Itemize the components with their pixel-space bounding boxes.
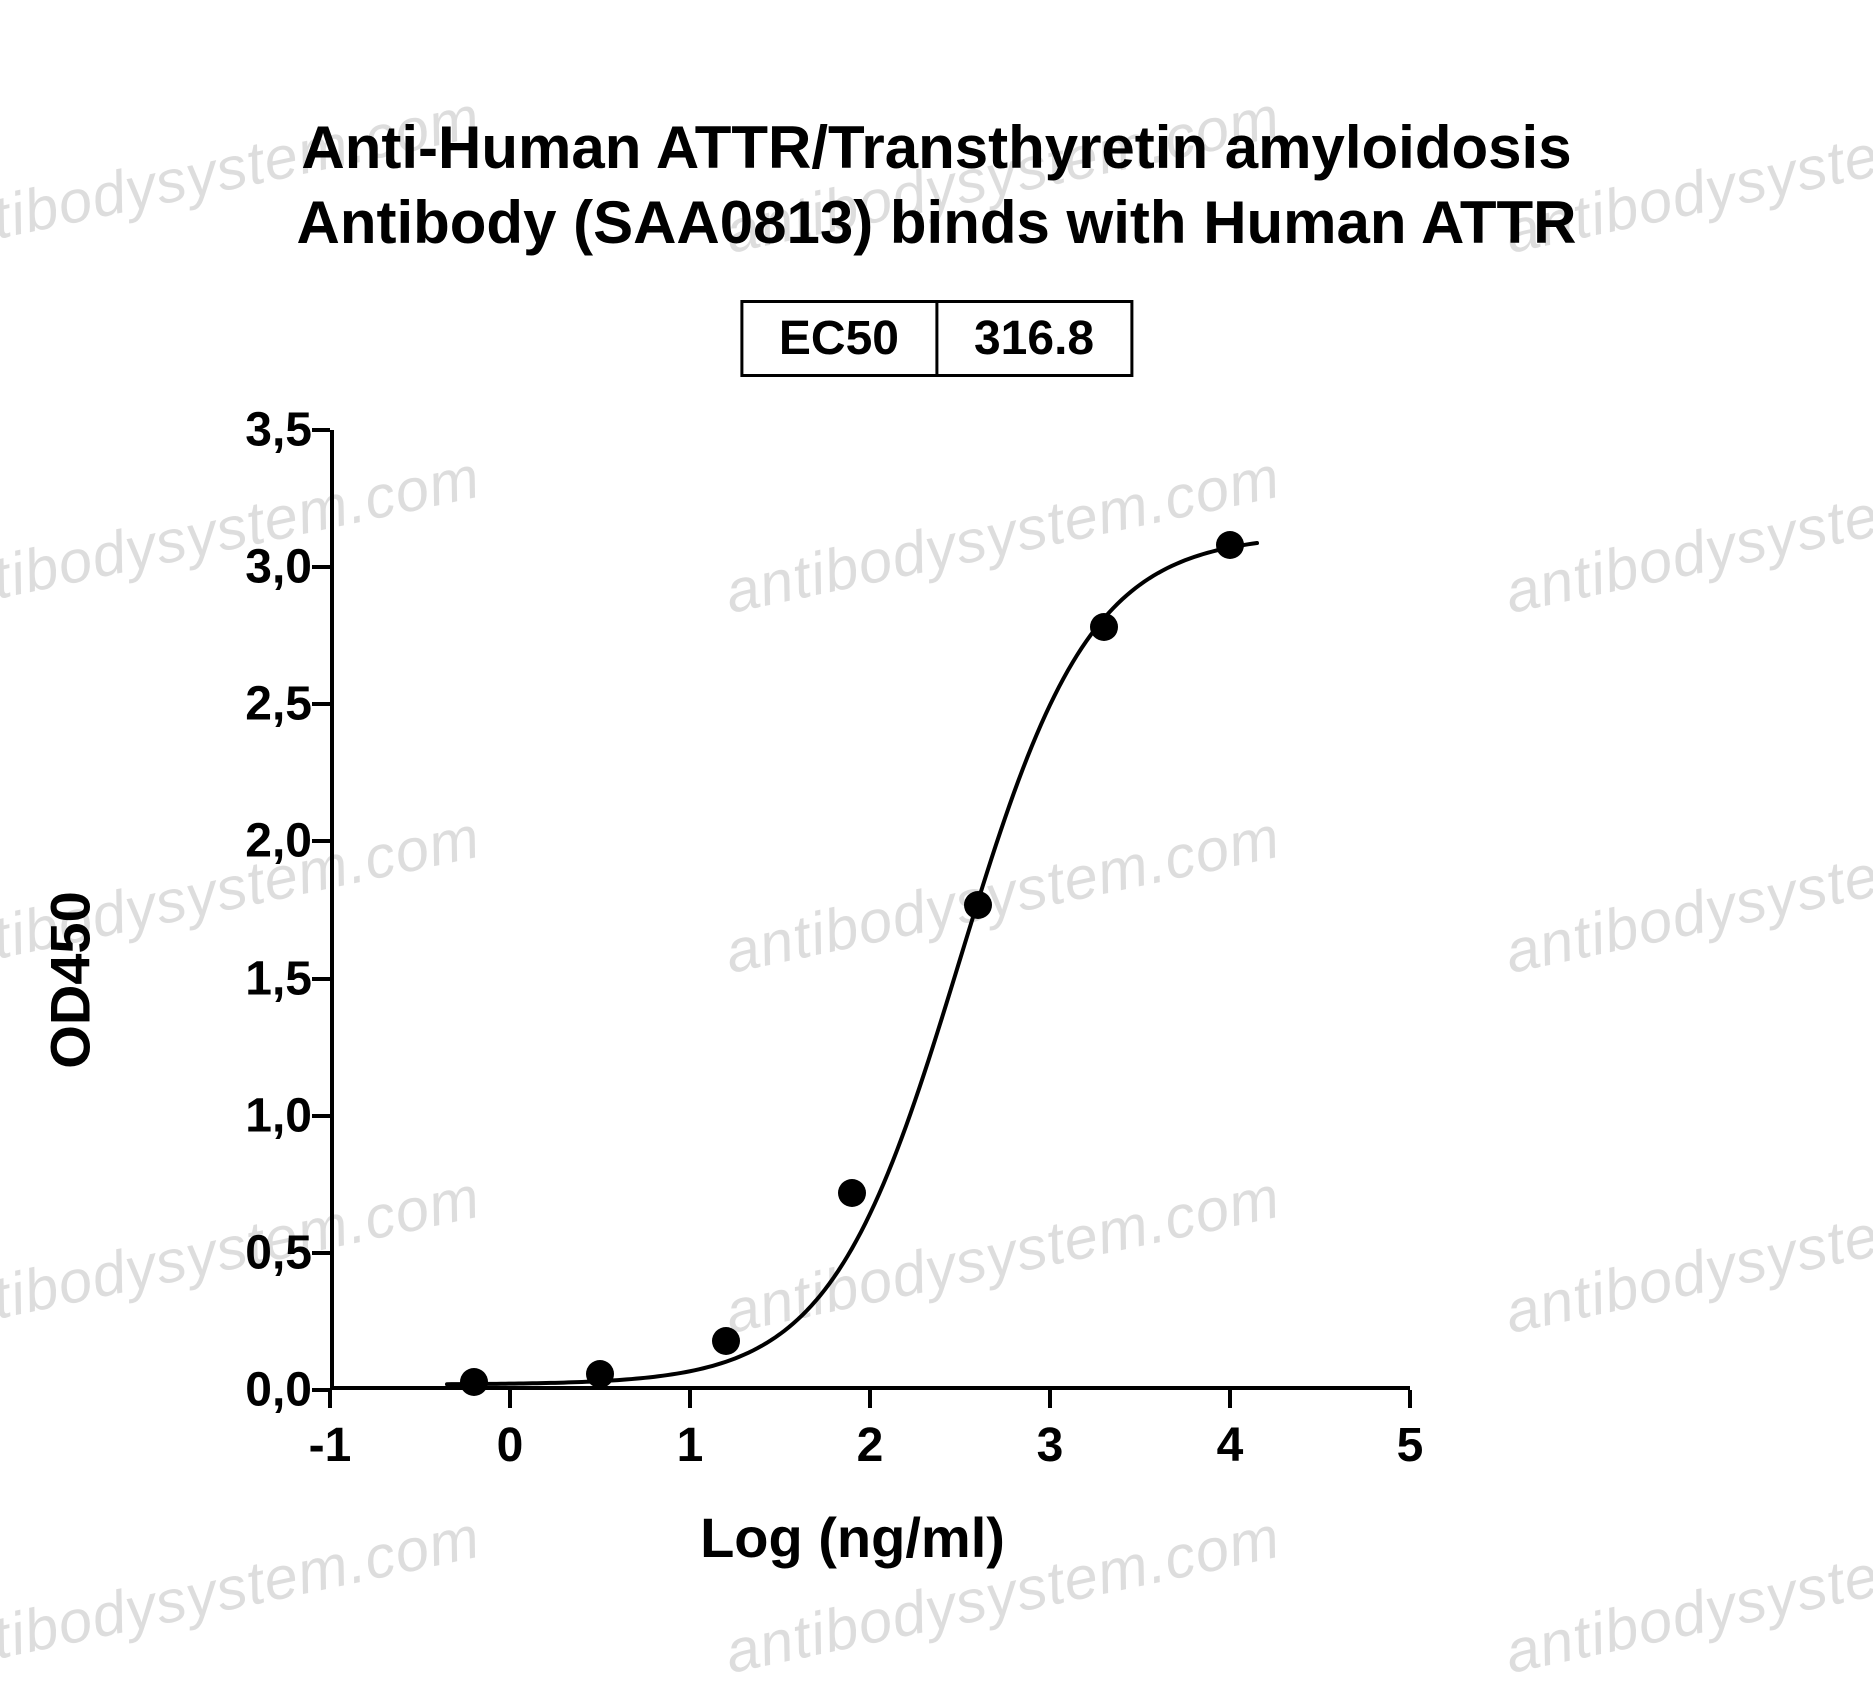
ec50-label: EC50 (743, 303, 938, 374)
content-root: Anti-Human ATTR/Transthyretin amyloidosi… (0, 0, 1873, 1688)
x-tick-label: -1 (309, 1390, 352, 1473)
data-point (460, 1368, 488, 1396)
x-tick-label: 1 (677, 1390, 704, 1473)
y-tick-label: 3,5 (245, 403, 330, 458)
y-tick-label: 1,5 (245, 951, 330, 1006)
y-axis-label: OD450 (38, 891, 103, 1068)
x-tick-label: 2 (857, 1390, 884, 1473)
chart-title-line2: Antibody (SAA0813) binds with Human ATTR (0, 185, 1873, 260)
x-tick-label: 3 (1037, 1390, 1064, 1473)
x-tick-label: 0 (497, 1390, 524, 1473)
data-point (586, 1360, 614, 1388)
ec50-value: 316.8 (938, 303, 1130, 374)
chart-area: OD450 Log (ng/ml) 0,00,51,01,52,02,53,03… (110, 400, 1460, 1560)
y-tick-label: 3,0 (245, 540, 330, 595)
data-point (838, 1179, 866, 1207)
y-tick-label: 0,5 (245, 1225, 330, 1280)
data-point (712, 1327, 740, 1355)
x-axis-label: Log (ng/ml) (700, 1505, 1005, 1570)
chart-title: Anti-Human ATTR/Transthyretin amyloidosi… (0, 110, 1873, 260)
x-tick-label: 5 (1397, 1390, 1424, 1473)
data-point (964, 891, 992, 919)
y-tick-label: 2,5 (245, 677, 330, 732)
data-point (1216, 531, 1244, 559)
x-tick-label: 4 (1217, 1390, 1244, 1473)
chart-title-line1: Anti-Human ATTR/Transthyretin amyloidosi… (0, 110, 1873, 185)
ec50-box: EC50 316.8 (740, 300, 1133, 377)
y-tick-label: 1,0 (245, 1088, 330, 1143)
y-tick-label: 2,0 (245, 814, 330, 869)
plot-region: 0,00,51,01,52,02,53,03,5-1012345 (330, 430, 1410, 1390)
data-point (1090, 613, 1118, 641)
fit-curve (330, 430, 1410, 1390)
